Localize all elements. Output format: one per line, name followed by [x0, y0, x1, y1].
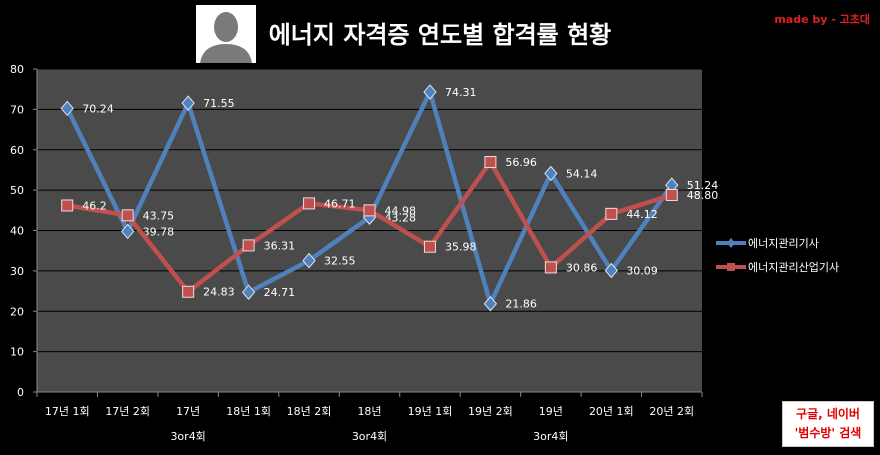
y-tick-label: 80	[10, 63, 24, 76]
data-point-marker	[605, 207, 618, 220]
data-label: 24.71	[264, 286, 296, 299]
legend-swatch-marker	[727, 263, 735, 271]
legend-item: 에너지관리산업기사	[716, 261, 839, 274]
data-point-marker	[483, 295, 498, 312]
y-tick-label: 50	[10, 184, 24, 197]
data-point-marker	[484, 156, 497, 169]
data-label: 30.86	[566, 261, 598, 274]
data-label: 39.78	[143, 225, 175, 238]
legend-label: 에너지관리산업기사	[748, 261, 839, 274]
data-label: 30.09	[626, 265, 658, 278]
data-point-marker	[182, 285, 195, 298]
data-label: 24.83	[203, 286, 235, 299]
series-2: 46.2 43.75 24.83 36.31 46.71 44.98 35.98 56.96 3…	[61, 156, 719, 299]
x-tick-label: 17년 1회	[45, 405, 90, 418]
data-label: 21.86	[505, 298, 536, 311]
data-point-marker	[363, 204, 376, 217]
x-tick-label: 20년 2회	[649, 405, 694, 418]
data-label: 32.55	[324, 255, 356, 268]
search-note: 구글, 네이버 '범수방' 검색	[782, 401, 874, 447]
data-label: 70.24	[82, 102, 114, 115]
data-label: 71.55	[203, 97, 235, 110]
x-tick-label: 3or4회	[170, 430, 205, 443]
data-label: 36.31	[264, 239, 296, 252]
series-layer: 70.24 39.78 71.55 24.71 32.55 43.28 74.31 21.86…	[60, 84, 719, 312]
data-point-marker	[242, 239, 255, 252]
chart-title: 에너지 자격증 연도별 합격률 현황	[269, 21, 612, 49]
x-tick-label: 19년 1회	[408, 405, 453, 418]
x-tick-label: 18년 2회	[287, 405, 332, 418]
x-tick-label: 3or4회	[352, 430, 387, 443]
y-tick-label: 20	[10, 305, 24, 318]
data-label: 56.96	[505, 156, 536, 169]
data-label: 46.2	[82, 199, 107, 212]
data-label: 43.28	[385, 211, 417, 224]
x-tick-label: 17년 2회	[105, 405, 150, 418]
data-point-marker	[61, 199, 74, 212]
author-credit: made by - 고초대	[774, 12, 870, 26]
series-1: 70.24 39.78 71.55 24.71 32.55 43.28 74.31 21.86…	[60, 84, 719, 312]
y-tick-label: 10	[10, 346, 24, 359]
x-tick-label: 19년 2회	[468, 405, 513, 418]
data-point-marker	[544, 165, 558, 182]
person-silhouette-icon	[196, 5, 256, 63]
x-tick-label: 19년	[539, 405, 563, 418]
data-point-marker	[544, 261, 557, 274]
data-point-marker	[121, 209, 134, 222]
data-label: 43.75	[143, 209, 175, 222]
x-tick-label: 18년 1회	[226, 405, 271, 418]
data-point-marker	[303, 197, 316, 210]
x-tick-label: 3or4회	[533, 430, 568, 443]
data-point-marker	[423, 240, 436, 253]
data-point-marker	[423, 84, 437, 100]
y-tick-label: 70	[10, 103, 24, 116]
x-axis: 17년 1회 17년 2회 17년 3or4회 18년 1회 18년 2회 18년 3or4회…	[36, 391, 703, 443]
data-label: 35.98	[445, 241, 477, 254]
y-tick-label: 0	[17, 386, 24, 399]
data-point-marker	[241, 284, 256, 301]
y-tick-label: 60	[10, 144, 24, 157]
data-point-marker	[665, 188, 678, 201]
data-point-marker	[121, 223, 135, 240]
data-point-marker	[604, 262, 618, 279]
y-tick-label: 40	[10, 225, 24, 238]
data-label: 48.80	[687, 189, 719, 202]
legend-label: 에너지관리기사	[748, 237, 819, 250]
x-tick-label: 20년 1회	[589, 405, 634, 418]
data-label: 46.71	[324, 197, 356, 210]
y-tick-label: 30	[10, 265, 24, 278]
data-label: 54.14	[566, 167, 598, 180]
data-label: 44.98	[385, 204, 417, 217]
y-axis: 0 10 20 30 40 50 60 70 80	[10, 63, 38, 399]
x-tick-label: 17년	[176, 405, 200, 418]
search-note-line1: 구글, 네이버	[796, 407, 860, 421]
data-point-marker	[181, 95, 195, 111]
legend-swatch-marker	[727, 238, 735, 248]
search-note-line2: '범수방' 검색	[794, 426, 862, 440]
legend-item: 에너지관리기사	[716, 237, 819, 250]
data-label: 51.24	[687, 179, 719, 192]
data-point-marker	[302, 252, 316, 269]
data-point-marker	[60, 100, 74, 117]
data-label: 44.12	[626, 208, 658, 221]
data-label: 74.31	[445, 86, 477, 99]
x-tick-label: 18년	[357, 405, 381, 418]
